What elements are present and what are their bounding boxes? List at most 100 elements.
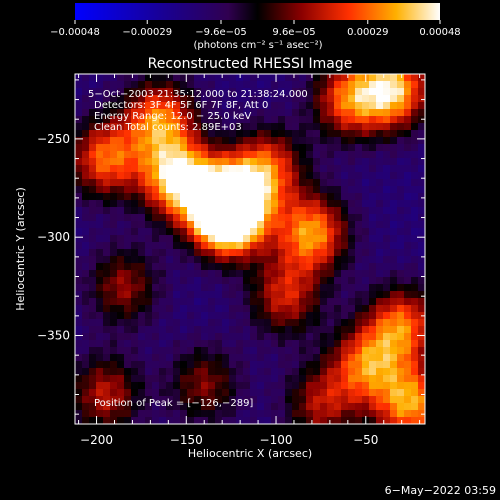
heatmap-cell (236, 123, 244, 131)
heatmap-cell (390, 396, 398, 404)
heatmap-cell (89, 200, 97, 208)
heatmap-cell (250, 95, 258, 103)
heatmap-cell (201, 277, 209, 285)
heatmap-cell (215, 347, 223, 355)
heatmap-cell (159, 207, 167, 215)
heatmap-cell (222, 228, 230, 236)
heatmap-cell (264, 361, 272, 369)
heatmap-cell (341, 151, 349, 159)
heatmap-cell (306, 256, 314, 264)
heatmap-cell (208, 417, 216, 424)
heatmap-cell (166, 284, 174, 292)
heatmap-cell (376, 74, 384, 82)
heatmap-cell (278, 165, 286, 173)
heatmap-cell (138, 340, 146, 348)
heatmap-cell (355, 81, 363, 89)
heatmap-cell (271, 382, 279, 390)
heatmap-cell (355, 235, 363, 243)
heatmap-cell (271, 284, 279, 292)
heatmap-cell (257, 354, 265, 362)
heatmap-cell (124, 403, 132, 411)
heatmap-cell (362, 340, 370, 348)
heatmap-cell (383, 137, 391, 145)
heatmap-cell (96, 151, 104, 159)
heatmap-cell (124, 109, 132, 117)
heatmap-cell (208, 312, 216, 320)
heatmap-cell (390, 186, 398, 194)
heatmap-cell (159, 333, 167, 341)
heatmap-cell (404, 214, 412, 222)
heatmap-cell (411, 263, 419, 271)
heatmap-cell (348, 340, 356, 348)
heatmap-cell (159, 102, 167, 110)
heatmap-cell (383, 354, 391, 362)
heatmap-cell (278, 319, 286, 327)
heatmap-cell (89, 291, 97, 299)
heatmap-cell (166, 88, 174, 96)
heatmap-cell (194, 312, 202, 320)
colorbar-tick-label: −9.6e−05 (195, 27, 247, 38)
heatmap-cell (173, 277, 181, 285)
heatmap-cell (306, 410, 314, 418)
heatmap-cell (173, 158, 181, 166)
heatmap-cell (208, 235, 216, 243)
heatmap-cell (75, 186, 83, 194)
heatmap-cell (152, 74, 160, 82)
heatmap-cell (103, 277, 111, 285)
heatmap-cell (292, 298, 300, 306)
heatmap-cell (243, 137, 251, 145)
heatmap-cell (341, 242, 349, 250)
heatmap-cell (159, 186, 167, 194)
heatmap-cell (397, 326, 405, 334)
heatmap-cell (124, 417, 132, 424)
heatmap-cell (306, 144, 314, 152)
heatmap-cell (194, 256, 202, 264)
heatmap-cell (201, 284, 209, 292)
heatmap-cell (334, 158, 342, 166)
heatmap-cell (376, 144, 384, 152)
heatmap-cell (236, 158, 244, 166)
heatmap-cell (271, 361, 279, 369)
heatmap-cell (201, 368, 209, 376)
heatmap-cell (313, 130, 321, 138)
heatmap-cell (138, 354, 146, 362)
heatmap-cell (124, 228, 132, 236)
heatmap-cell (152, 200, 160, 208)
heatmap-cell (180, 270, 188, 278)
heatmap-cell (278, 263, 286, 271)
heatmap-cell (243, 165, 251, 173)
heatmap-cell (257, 151, 265, 159)
heatmap-cell (257, 116, 265, 124)
heatmap-cell (103, 389, 111, 397)
heatmap-cell (96, 123, 104, 131)
heatmap-cell (250, 333, 258, 341)
heatmap-cell (96, 368, 104, 376)
heatmap-cell (264, 284, 272, 292)
heatmap-cell (285, 179, 293, 187)
heatmap-cell (96, 333, 104, 341)
heatmap-cell (341, 333, 349, 341)
heatmap-cell (96, 284, 104, 292)
heatmap-cell (313, 375, 321, 383)
heatmap-cell (320, 172, 328, 180)
heatmap-cell (131, 256, 139, 264)
heatmap-cell (229, 235, 237, 243)
heatmap-cell (313, 123, 321, 131)
heatmap-cell (285, 270, 293, 278)
heatmap-cell (131, 284, 139, 292)
heatmap-cell (278, 403, 286, 411)
heatmap-cell (390, 102, 398, 110)
heatmap-cell (159, 256, 167, 264)
heatmap-cell (194, 137, 202, 145)
heatmap-cell (194, 396, 202, 404)
heatmap-cell (180, 235, 188, 243)
heatmap-cell (397, 305, 405, 313)
heatmap-cell (131, 375, 139, 383)
heatmap-cell (278, 102, 286, 110)
heatmap-cell (103, 410, 111, 418)
heatmap-cell (320, 354, 328, 362)
heatmap-cell (369, 305, 377, 313)
heatmap-cell (341, 74, 349, 82)
heatmap-cell (320, 137, 328, 145)
heatmap-cell (180, 263, 188, 271)
